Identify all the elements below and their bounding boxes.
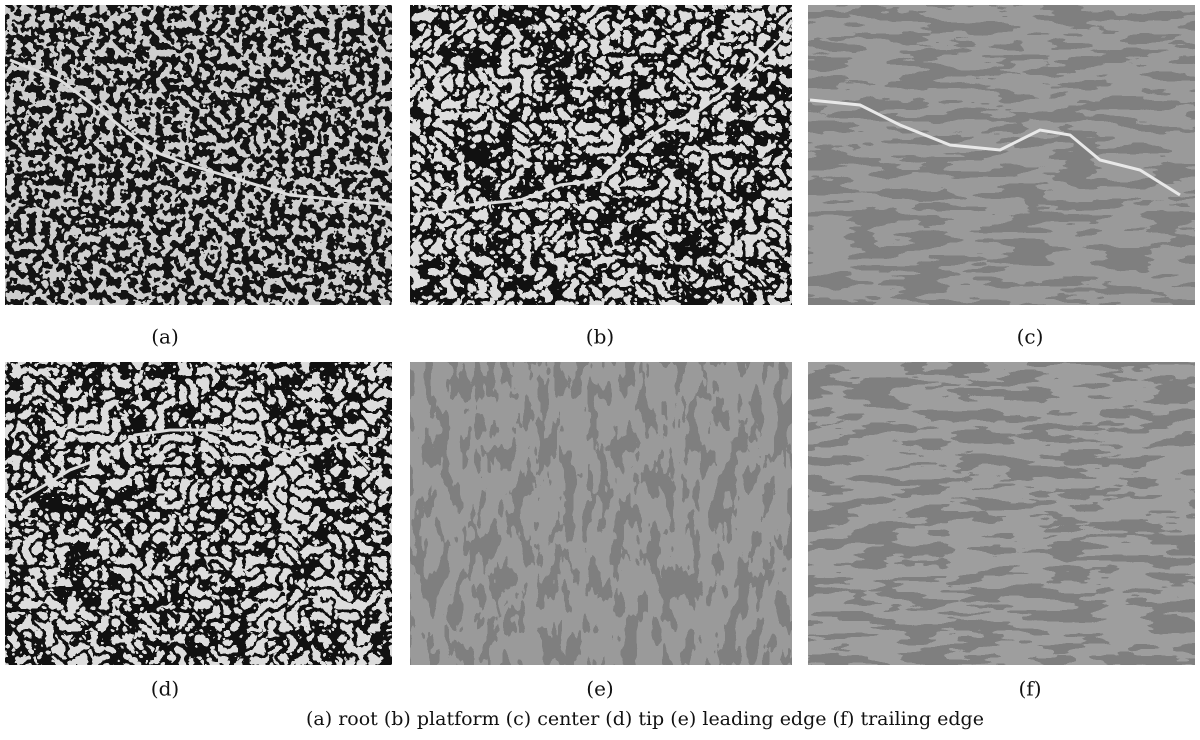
figure: (a) (b) (c) (d) (e) (f) (a) root (b) pla…	[0, 0, 1200, 740]
panel-label: (d)	[151, 677, 179, 701]
panel-image	[410, 362, 792, 665]
panel-image	[410, 5, 792, 305]
panel-image	[5, 362, 392, 665]
panel-label: (c)	[1017, 325, 1044, 349]
panel-image	[808, 5, 1195, 305]
panel-label: (a)	[151, 325, 179, 349]
panel-image	[5, 5, 392, 305]
caption: (a) root (b) platform (c) center (d) tip…	[306, 708, 984, 730]
panel-label: (e)	[586, 677, 613, 701]
page: (a) (b) (c) (d) (e) (f) (a) root (b) pla…	[0, 0, 1200, 740]
panel-image	[808, 362, 1195, 665]
panel-label: (b)	[586, 325, 614, 349]
panel-label: (f)	[1018, 677, 1041, 701]
